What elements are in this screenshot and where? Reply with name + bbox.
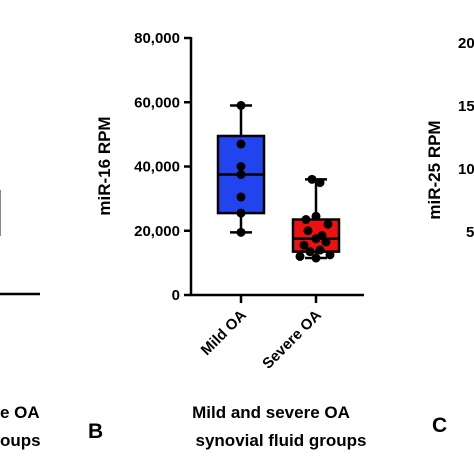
panel-b-x-tick-label: Severe OA <box>259 307 325 373</box>
data-point <box>301 215 311 225</box>
data-point <box>311 211 321 221</box>
panel-c: C miR-25 RPM 20 15 10 5 <box>425 35 474 437</box>
data-point <box>311 234 321 244</box>
panel-b-boxes <box>216 100 341 263</box>
data-point <box>323 219 333 229</box>
panel-c-y-axis-title: miR-25 RPM <box>425 120 444 219</box>
panel-b-y-tick-label: 40,000 <box>134 159 180 176</box>
panel-a-caption-fragment-1: e OA <box>0 403 40 422</box>
data-point <box>315 245 325 255</box>
panel-b-box-severe <box>291 174 341 263</box>
data-point <box>321 237 331 247</box>
panel-b-x-ticks: Mild OA Severe OA <box>198 295 325 372</box>
data-point <box>299 240 309 250</box>
panel-b-y-tick-label: 60,000 <box>134 94 180 111</box>
data-point <box>236 139 246 149</box>
data-point <box>325 250 335 260</box>
panel-c-tick-20: 20 <box>458 35 474 52</box>
data-point <box>307 174 317 184</box>
panel-a-caption-fragment-2: oups <box>0 431 41 450</box>
panel-c-tick-5: 5 <box>466 224 474 241</box>
panel-b-y-ticks: 0 20,000 40,000 60,000 80,000 <box>134 30 191 304</box>
panel-a: e OA oups <box>0 190 41 450</box>
data-point <box>236 100 246 110</box>
data-point <box>311 253 321 263</box>
panel-b-y-tick-label: 20,000 <box>134 223 180 240</box>
panel-b-y-tick-label: 80,000 <box>134 30 180 47</box>
panel-c-label: C <box>432 414 447 437</box>
panel-b-y-tick-label: 0 <box>172 287 180 304</box>
panel-b-y-axis-title: miR-16 RPM <box>95 116 114 215</box>
panel-c-tick-10: 10 <box>458 161 474 178</box>
data-point <box>236 162 246 171</box>
data-point <box>236 192 246 202</box>
panel-b-caption-line-1: Mild and severe OA <box>192 403 350 422</box>
panel-b-box-mild <box>216 100 266 237</box>
panel-b-x-tick-label: Mild OA <box>198 307 250 359</box>
panel-c-tick-15: 15 <box>458 98 474 115</box>
data-point <box>295 251 305 261</box>
data-point <box>236 170 246 180</box>
data-point <box>315 178 325 188</box>
panel-b-caption-line-2: synovial fluid groups <box>196 431 367 450</box>
panel-b-label: B <box>88 420 103 443</box>
data-point <box>303 226 313 236</box>
data-point <box>236 227 246 237</box>
data-point <box>236 208 246 218</box>
panel-b: B miR-16 RPM 0 20,000 40,000 60,000 80,000 M… <box>88 30 366 450</box>
data-point <box>305 247 315 257</box>
